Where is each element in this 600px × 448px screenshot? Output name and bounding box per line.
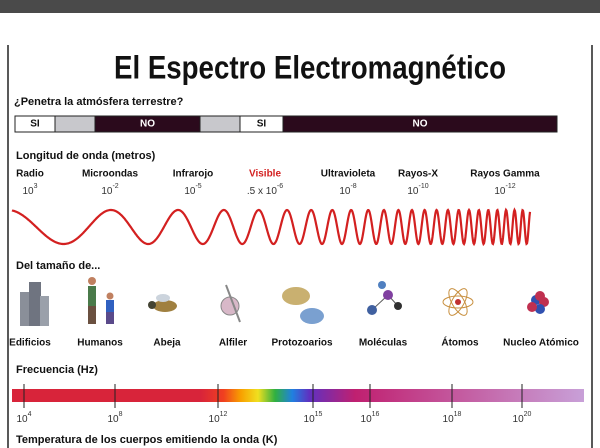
icon-nucleus: [527, 291, 549, 314]
tick-label: 1016: [361, 411, 380, 425]
band-name: Ultravioleta: [321, 169, 376, 180]
section-title: Del tamaño de...: [16, 260, 100, 272]
base: 10: [209, 414, 221, 425]
title: El Espectro Electromagnético: [114, 49, 506, 85]
size-label: Átomos: [441, 336, 479, 349]
base: .5 x 10: [247, 186, 277, 197]
band-wavelength: 103: [22, 183, 37, 197]
atmosphere-label: NO: [413, 119, 428, 130]
exponent: -2: [112, 183, 118, 190]
exponent: -12: [506, 183, 516, 190]
exponent: -10: [419, 183, 429, 190]
band-name: Visible: [249, 169, 281, 180]
wave: [11, 207, 532, 247]
atmosphere-segment: [54, 115, 96, 133]
icon-humans: [88, 277, 114, 324]
exponent: 16: [372, 411, 380, 418]
exponent: -6: [277, 183, 283, 190]
band-wavelength: .5 x 10-6: [247, 183, 283, 197]
base: 10: [494, 186, 506, 197]
base: 10: [407, 186, 419, 197]
exponent: 15: [315, 411, 323, 418]
icons: [20, 277, 549, 326]
base: 10: [339, 186, 351, 197]
band-wavelength: 10-10: [407, 183, 428, 197]
exponent: 20: [524, 411, 532, 418]
size-label: Abeja: [153, 338, 181, 349]
atmosphere-segment: [199, 115, 241, 133]
atmosphere-segment: [282, 115, 558, 133]
tick-label: 104: [16, 411, 31, 425]
size-label: Alfiler: [219, 338, 247, 349]
spectrum-bar: [12, 389, 584, 402]
icon-protozoa: [282, 287, 324, 324]
base: 10: [184, 186, 196, 197]
section-title: Frecuencia (Hz): [16, 364, 98, 376]
tick-label: 1018: [443, 411, 462, 425]
base: 10: [443, 414, 455, 425]
base: 10: [361, 414, 373, 425]
band-name: Rayos-X: [398, 169, 438, 180]
icon-pin: [220, 284, 241, 323]
base: 10: [22, 186, 34, 197]
exponent: -8: [350, 183, 356, 190]
size-label: Protozoarios: [271, 338, 333, 349]
icon-molecule: [367, 281, 402, 315]
icon-atom: [442, 288, 474, 316]
base: 10: [107, 414, 119, 425]
exponent: 18: [454, 411, 462, 418]
base: 10: [304, 414, 316, 425]
atmosphere-label: SI: [30, 119, 40, 130]
tick-label: 1020: [513, 411, 532, 425]
base: 10: [101, 186, 113, 197]
exponent: -5: [195, 183, 201, 190]
base: 10: [16, 414, 28, 425]
band-wavelength: 10-12: [494, 183, 515, 197]
band-name: Infrarojo: [173, 169, 214, 180]
band-name: Rayos Gamma: [470, 169, 540, 180]
section-title: Longitud de onda (metros): [16, 150, 156, 162]
section-title: ¿Penetra la atmósfera terrestre?: [14, 96, 184, 108]
exponent: 3: [34, 183, 38, 190]
size-label: Nucleo Atómico: [503, 338, 579, 349]
section-title: Temperatura de los cuerpos emitiendo la …: [16, 434, 278, 446]
band-name: Microondas: [82, 169, 139, 180]
atmosphere-bar: SI NO SI NO: [14, 115, 558, 133]
exponent: 12: [220, 411, 228, 418]
band-wavelength: 10-2: [101, 183, 118, 197]
atmosphere-label: NO: [140, 119, 155, 130]
base: 10: [513, 414, 525, 425]
icon-bee: [148, 294, 177, 312]
exponent: 4: [28, 411, 32, 418]
tick-label: 108: [107, 411, 122, 425]
tick-label: 1012: [209, 411, 228, 425]
band-wavelength: 10-8: [339, 183, 356, 197]
size-label: Humanos: [77, 338, 123, 349]
size-label: Moléculas: [359, 338, 408, 349]
size-label: Edificios: [9, 338, 51, 349]
band-wavelength: 10-5: [184, 183, 201, 197]
tick-label: 1015: [304, 411, 323, 425]
icon-buildings: [20, 282, 49, 326]
exponent: 8: [119, 411, 123, 418]
atmosphere-label: SI: [257, 119, 267, 130]
band-name: Radio: [16, 169, 44, 180]
top-bar: [0, 0, 600, 13]
